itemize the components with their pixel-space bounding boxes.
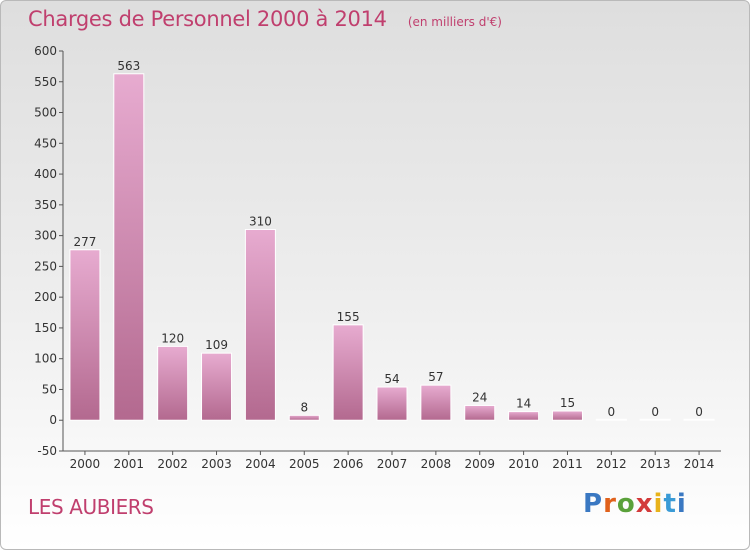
data-label-2012: 0 bbox=[608, 405, 616, 419]
x-tick-label: 2013 bbox=[640, 457, 671, 471]
bar-2010 bbox=[508, 411, 540, 421]
data-label-2003: 109 bbox=[205, 338, 228, 352]
y-tick-label: 500 bbox=[34, 106, 57, 120]
bar-2004 bbox=[244, 228, 276, 421]
x-tick-label: 2005 bbox=[289, 457, 320, 471]
y-tick-label: 600 bbox=[34, 44, 57, 58]
bar-2006 bbox=[332, 324, 364, 421]
data-label-2002: 120 bbox=[161, 331, 184, 345]
bar-2009 bbox=[464, 404, 496, 421]
bar-2000 bbox=[69, 249, 101, 421]
data-label-2000: 277 bbox=[73, 235, 96, 249]
bar-2014 bbox=[683, 418, 715, 421]
y-tick-label: 550 bbox=[34, 75, 57, 89]
title-row: Charges de Personnel 2000 à 2014 (en mil… bbox=[28, 7, 502, 31]
y-tick-label: 350 bbox=[34, 198, 57, 212]
y-tick-label: 150 bbox=[34, 321, 57, 335]
y-tick-label: 100 bbox=[34, 352, 57, 366]
bar-2013 bbox=[639, 418, 671, 421]
y-axis: -50 0 50 100 150 200 250 300 350 400 450 500 550 600 bbox=[34, 44, 64, 458]
x-tick-label: 2002 bbox=[157, 457, 188, 471]
data-label-2009: 24 bbox=[472, 390, 487, 404]
bars bbox=[69, 73, 715, 421]
y-tick-label: 450 bbox=[34, 136, 57, 150]
x-tick-label: 2001 bbox=[114, 457, 145, 471]
x-tick-label: 2000 bbox=[70, 457, 101, 471]
proxiti-logo: Proxiti bbox=[583, 489, 687, 519]
data-label-2010: 14 bbox=[516, 397, 531, 411]
x-tick-label: 2009 bbox=[464, 457, 495, 471]
x-tick-label: 2007 bbox=[377, 457, 408, 471]
data-label-2005: 8 bbox=[300, 400, 308, 414]
bar-2003 bbox=[201, 352, 233, 421]
y-tick-label: 200 bbox=[34, 290, 57, 304]
data-label-2007: 54 bbox=[384, 372, 399, 386]
x-tick-label: 2014 bbox=[684, 457, 715, 471]
bar-2012 bbox=[595, 418, 627, 421]
data-label-2014: 0 bbox=[695, 405, 703, 419]
data-label-2013: 0 bbox=[651, 405, 659, 419]
x-tick-label: 2008 bbox=[421, 457, 452, 471]
data-label-2001: 563 bbox=[117, 59, 140, 73]
x-tick-label: 2003 bbox=[201, 457, 232, 471]
data-label-2008: 57 bbox=[428, 370, 443, 384]
x-tick-label: 2004 bbox=[245, 457, 276, 471]
x-tick-label: 2010 bbox=[508, 457, 539, 471]
y-tick-label: -50 bbox=[37, 444, 57, 458]
y-tick-label: 400 bbox=[34, 167, 57, 181]
bar-2002 bbox=[157, 345, 189, 421]
data-labels: 277 563 120 109 310 8 155 54 57 24 14 15 0 0 0 bbox=[73, 59, 702, 419]
y-tick-label: 250 bbox=[34, 259, 57, 273]
y-tick-label: 0 bbox=[49, 413, 57, 427]
x-tick-label: 2006 bbox=[333, 457, 364, 471]
y-tick-label: 50 bbox=[42, 382, 57, 396]
chart-subtitle: (en milliers d'€) bbox=[407, 15, 502, 29]
data-label-2006: 155 bbox=[337, 310, 360, 324]
bar-2005 bbox=[288, 414, 320, 421]
chart-title: Charges de Personnel 2000 à 2014 bbox=[28, 7, 387, 31]
bar-2001 bbox=[113, 73, 145, 421]
bar-2011 bbox=[551, 410, 583, 421]
data-label-2004: 310 bbox=[249, 214, 272, 228]
data-label-2011: 15 bbox=[560, 396, 575, 410]
bar-2008 bbox=[420, 384, 452, 421]
y-tick-label: 300 bbox=[34, 229, 57, 243]
x-tick-label: 2011 bbox=[552, 457, 583, 471]
x-tick-label: 2012 bbox=[596, 457, 627, 471]
commune-name: LES AUBIERS bbox=[28, 495, 154, 519]
bar-2007 bbox=[376, 386, 408, 421]
x-axis: 2000 2001 2002 2003 2004 2005 2006 2007 2008 2009… bbox=[63, 450, 721, 471]
